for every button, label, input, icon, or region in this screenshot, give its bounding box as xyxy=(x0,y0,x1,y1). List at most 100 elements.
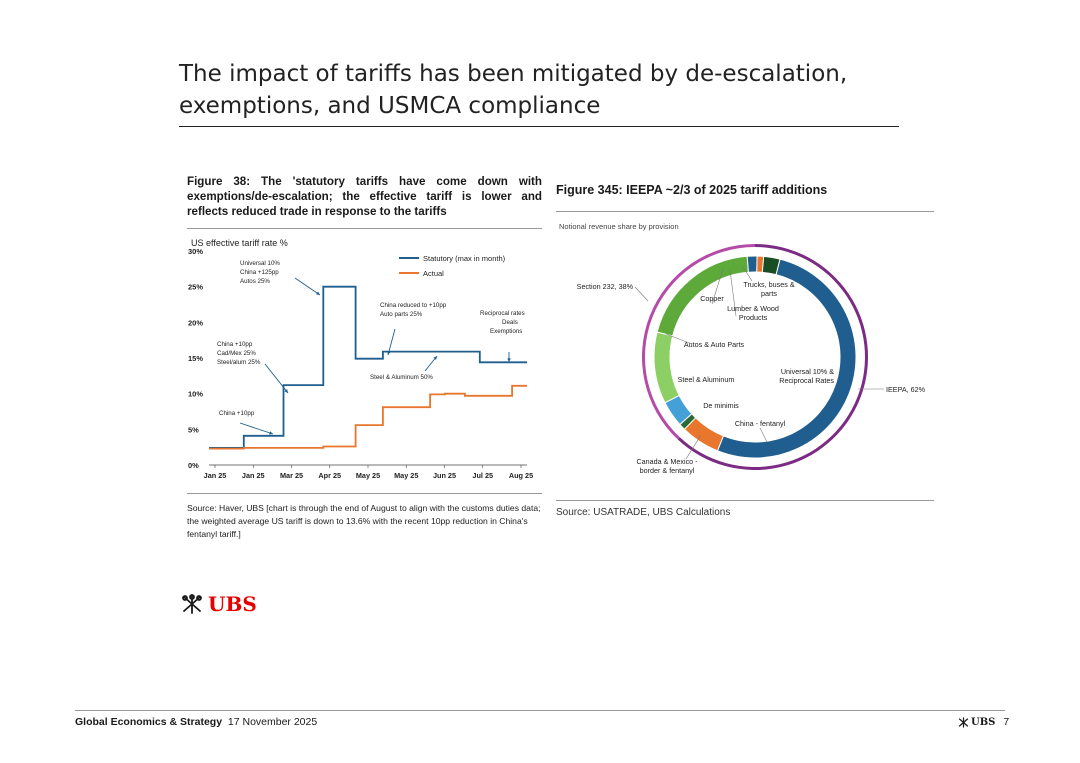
footer-date: 17 November 2025 xyxy=(227,716,318,728)
figure-38-title-divider xyxy=(187,228,542,229)
donut-label: Trucks, buses &parts xyxy=(742,266,795,298)
donut-label-text: parts xyxy=(761,289,777,298)
donut-label: Steel & Aluminum xyxy=(678,375,735,384)
chart-annotation: China +10pp xyxy=(219,410,274,435)
figure-38-header: Figure 38: The 'statutory tariffs have c… xyxy=(187,174,542,219)
figure-345-source: Source: USATRADE, UBS Calculations xyxy=(556,507,731,518)
x-tick-label: Jan 25 xyxy=(204,471,227,480)
chart-title: US effective tariff rate % xyxy=(191,238,288,248)
x-tick-label: Jul 25 xyxy=(472,471,493,480)
donut-label: IEEPA, 62% xyxy=(858,385,926,394)
donut-label-text: border & fentanyl xyxy=(640,466,695,475)
y-tick-label: 15% xyxy=(188,354,203,363)
chart-annotation: Universal 10% China +125pp Autos 25% xyxy=(240,260,321,296)
donut-label-text: Universal 10% & xyxy=(781,367,834,376)
donut-label: Section 232, 38% xyxy=(577,282,649,302)
x-tick-label: Aug 25 xyxy=(509,471,533,480)
footer-department: Global Economics & Strategy xyxy=(75,716,223,728)
inner-ring-slice xyxy=(653,331,680,404)
donut-leader-line xyxy=(711,268,724,305)
donut-leader-line xyxy=(729,269,737,317)
donut-label-text: Lumber & Wood xyxy=(727,304,779,313)
annotation-arrowhead xyxy=(316,291,320,295)
donut-label: Autos & Auto Parts xyxy=(665,333,745,349)
inner-ring-slice xyxy=(746,255,758,273)
annotation-arrowhead xyxy=(387,351,391,355)
footer-branding: UBS 7 xyxy=(957,716,1009,728)
slide-title: The impact of tariffs has been mitigated… xyxy=(179,58,899,122)
y-tick-label: 25% xyxy=(188,283,203,292)
donut-label: China - fentanyl xyxy=(735,419,786,443)
annotation-arrowhead xyxy=(507,358,511,362)
donut-label-text: Trucks, buses & xyxy=(743,280,794,289)
x-tick-label: Jun 25 xyxy=(433,471,456,480)
ubs-logo: UBS xyxy=(180,592,257,616)
annotation-text: Steel & Aluminum 50% xyxy=(370,374,433,381)
figure-345-title: Figure 345: IEEPA ~2/3 of 2025 tariff ad… xyxy=(556,183,828,197)
y-tick-label: 5% xyxy=(188,425,199,434)
annotation-text: China +10pp xyxy=(219,410,255,417)
footer-info: Global Economics & Strategy 17 November … xyxy=(75,716,317,728)
annotation-text: Cad/Mex 25% xyxy=(217,350,256,357)
chart-annotation: Steel & Aluminum 50% xyxy=(370,355,438,381)
donut-label-text: IEEPA, 62% xyxy=(886,385,926,394)
annotation-arrow xyxy=(294,277,321,296)
ubs-keys-small-icon xyxy=(958,716,969,728)
slide-title-line-1: The impact of tariffs has been mitigated… xyxy=(179,61,848,87)
donut-label-text: Autos & Auto Parts xyxy=(684,340,745,349)
annotation-text: Autos 25% xyxy=(240,278,270,285)
annotation-arrow xyxy=(239,422,274,435)
donut-leader-line xyxy=(665,333,693,345)
footer-divider xyxy=(75,710,1005,711)
chart-subtitle: Notional revenue share by provision xyxy=(559,222,679,231)
donut-label-text: Section 232, 38% xyxy=(577,282,634,291)
donut-label: Universal 10% &Reciprocal Rates xyxy=(779,367,834,385)
y-tick-label: 10% xyxy=(188,390,203,399)
donut-leader-line xyxy=(634,286,649,302)
figure-38-title: Figure 38: The 'statutory tariffs have c… xyxy=(187,175,542,218)
annotation-arrow xyxy=(387,328,396,356)
title-divider xyxy=(179,126,899,127)
annotation-text: Reciprocal rates xyxy=(480,310,525,317)
donut-label-text: Reciprocal Rates xyxy=(779,376,834,385)
x-tick-label: May 25 xyxy=(356,471,380,480)
legend-label: Statutory (max in month) xyxy=(423,254,506,263)
tariff-rate-line-chart: US effective tariff rate % 0% 5% 10% 15% 20%… xyxy=(188,238,533,480)
donut-label: Canada & Mexico -border & fentanyl xyxy=(636,434,702,475)
donut-label: Copper xyxy=(700,268,724,305)
donut-label: De minimis xyxy=(703,401,739,410)
x-tick-label: Mar 25 xyxy=(280,471,303,480)
figure-345-title-divider xyxy=(556,211,934,212)
statutory-line xyxy=(209,285,527,449)
y-tick-label: 0% xyxy=(188,461,199,470)
slide-title-line-2: exemptions, and USMCA compliance xyxy=(179,93,601,119)
annotation-text: Auto parts 25% xyxy=(380,311,423,318)
annotation-arrow xyxy=(264,363,289,394)
page-number: 7 xyxy=(1003,716,1010,728)
x-tick-label: Jan 25 xyxy=(242,471,265,480)
donut-label-text: Steel & Aluminum xyxy=(678,375,735,384)
annotation-text: Exemptions xyxy=(490,328,522,335)
figure-38-bottom-divider xyxy=(187,493,542,494)
footer-logo-text: UBS xyxy=(971,716,996,728)
donut-label-text: Canada & Mexico - xyxy=(636,457,698,466)
donut-label-text: China - fentanyl xyxy=(735,419,786,428)
chart-annotation: Reciprocal rates Deals Exemptions xyxy=(480,310,525,362)
donut-label-text: Copper xyxy=(700,294,724,303)
annotation-text: Universal 10% xyxy=(240,260,280,267)
figure-38-source: Source: Haver, UBS [chart is through the… xyxy=(187,503,541,539)
annotation-arrowhead xyxy=(269,431,273,435)
donut-leader-line xyxy=(742,266,753,282)
actual-line xyxy=(209,384,527,450)
donut-label-text: Products xyxy=(739,313,768,322)
tariff-revenue-donut-chart: Notional revenue share by provision IEEP… xyxy=(559,222,926,475)
annotation-arrowhead xyxy=(284,389,288,393)
annotation-text: Deals xyxy=(502,319,518,326)
donut-label-text: De minimis xyxy=(703,401,739,410)
figure-345-bottom-divider xyxy=(556,500,934,501)
annotation-arrowhead xyxy=(433,356,437,360)
annotation-text: China +10pp xyxy=(217,341,253,348)
annotation-text: China reduced to +10pp xyxy=(380,302,447,309)
donut-leader-line xyxy=(759,427,768,443)
